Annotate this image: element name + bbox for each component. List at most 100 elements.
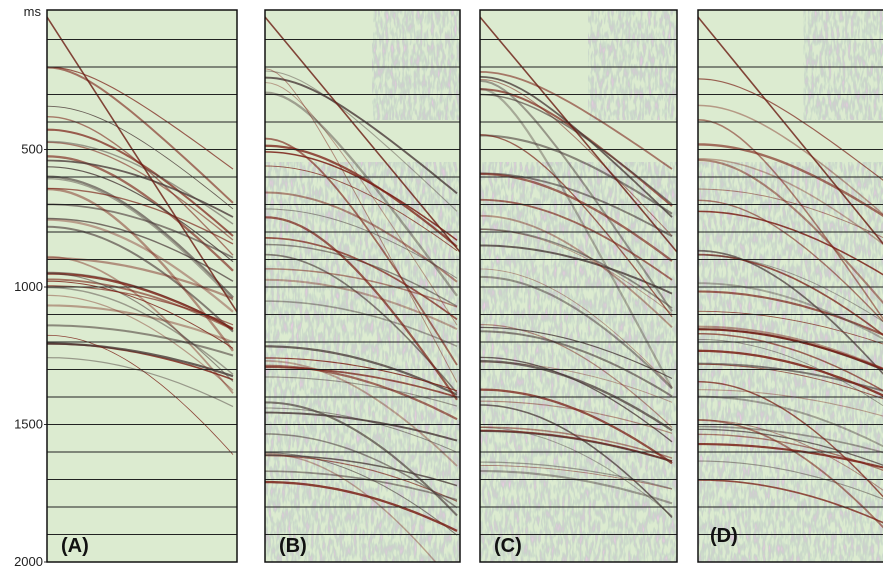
reflection xyxy=(47,272,234,382)
reflection xyxy=(480,172,673,238)
reflection xyxy=(265,82,458,326)
reflection xyxy=(265,455,458,502)
reflection xyxy=(47,141,234,241)
reflection xyxy=(47,128,234,237)
reflection xyxy=(47,187,234,245)
reflection xyxy=(698,395,883,448)
reflection xyxy=(47,175,234,299)
reflection xyxy=(265,357,458,392)
reflection xyxy=(47,140,234,225)
reflection xyxy=(480,323,673,428)
reflection xyxy=(47,159,234,218)
reflection xyxy=(265,453,437,562)
reflection xyxy=(265,237,458,321)
reflection xyxy=(480,87,673,390)
direct-arrival xyxy=(47,16,237,313)
panel-label: (A) xyxy=(61,535,89,557)
reflection xyxy=(698,479,883,524)
tick-label: 1000 xyxy=(14,279,43,294)
reflection xyxy=(698,282,883,340)
direct-arrival xyxy=(698,16,883,245)
panel-bg xyxy=(47,10,237,562)
reflection xyxy=(698,104,883,216)
reflection xyxy=(47,324,234,357)
reflection xyxy=(265,359,458,467)
reflection xyxy=(698,325,883,370)
panel xyxy=(47,10,237,562)
reflection xyxy=(47,280,234,349)
reflection xyxy=(47,66,234,204)
panel-label: (D) xyxy=(710,525,738,547)
reflection xyxy=(698,290,883,336)
reflection xyxy=(265,70,458,212)
tick-label: 2000 xyxy=(14,554,43,566)
reflection xyxy=(47,225,234,333)
reflection xyxy=(480,134,673,215)
direct-arrival xyxy=(480,16,677,253)
reflection xyxy=(47,286,234,375)
reflection xyxy=(265,216,458,401)
reflection xyxy=(265,76,458,195)
axis-unit: ms xyxy=(24,4,42,19)
reflection xyxy=(698,428,883,466)
reflection xyxy=(698,349,883,397)
reflection xyxy=(265,480,458,532)
reflection xyxy=(265,165,458,252)
tick-label: 1500 xyxy=(14,417,43,432)
reflection xyxy=(265,268,458,308)
reflection xyxy=(698,119,883,320)
reflection xyxy=(480,134,673,318)
reflection xyxy=(698,363,883,400)
reflection xyxy=(47,255,234,394)
reflection xyxy=(698,419,883,491)
noise-top xyxy=(372,10,460,120)
reflection xyxy=(47,342,234,378)
reflection xyxy=(698,310,883,345)
reflection xyxy=(698,425,883,454)
reflection xyxy=(698,333,883,392)
reflection xyxy=(47,166,234,263)
reflection xyxy=(265,433,458,509)
reflection xyxy=(698,199,883,323)
reflection xyxy=(698,253,883,336)
reflection xyxy=(47,217,234,282)
reflection xyxy=(698,210,883,276)
reflection xyxy=(47,66,234,170)
noise xyxy=(480,162,677,562)
direct-arrival xyxy=(265,16,460,253)
reflection xyxy=(480,75,673,218)
panel xyxy=(480,10,677,562)
reflection xyxy=(47,105,234,210)
reflection xyxy=(47,334,234,455)
panel-frame xyxy=(479,9,678,563)
reflection xyxy=(47,278,234,331)
reflection xyxy=(698,254,883,323)
reflection xyxy=(480,464,673,490)
panel xyxy=(698,10,883,562)
noise-top xyxy=(803,10,883,120)
reflection xyxy=(47,178,234,301)
reflection xyxy=(265,300,458,348)
reflection xyxy=(47,294,234,391)
reflection xyxy=(480,198,673,281)
panel-frame xyxy=(264,9,461,563)
noise-top xyxy=(588,10,677,120)
panel-frame xyxy=(697,9,883,563)
reflection xyxy=(265,470,458,501)
reflection xyxy=(698,460,883,500)
reflection xyxy=(480,244,673,295)
panel-frame xyxy=(46,9,238,563)
reflection xyxy=(47,304,234,344)
reflection xyxy=(480,426,673,517)
reflection xyxy=(265,366,458,398)
reflection xyxy=(698,188,883,239)
reflection xyxy=(47,203,234,259)
panel-label: (B) xyxy=(279,535,307,557)
reflection xyxy=(698,78,883,181)
reflection xyxy=(698,143,883,217)
reflection xyxy=(265,91,458,297)
reflection xyxy=(480,356,673,443)
reflection xyxy=(265,68,458,383)
reflection xyxy=(480,268,673,388)
